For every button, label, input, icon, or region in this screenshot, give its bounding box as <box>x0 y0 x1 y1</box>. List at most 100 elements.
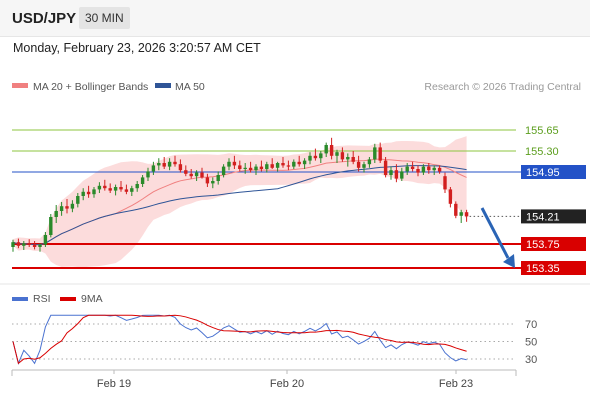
candle <box>135 181 139 192</box>
candle <box>432 165 436 175</box>
candle <box>178 159 183 173</box>
candle <box>464 209 469 222</box>
last-price-label: 154.21 <box>526 211 560 223</box>
candle <box>113 184 118 196</box>
candle <box>124 184 129 195</box>
candle <box>70 200 75 213</box>
candle <box>448 187 453 208</box>
candle <box>32 241 37 250</box>
candle <box>400 167 404 181</box>
candle <box>286 160 291 171</box>
candle <box>194 170 199 181</box>
candle <box>243 163 247 174</box>
rsi-ma-legend-label: 9MA <box>81 293 103 305</box>
candle <box>254 164 258 175</box>
candle <box>157 158 161 171</box>
forecast-arrow <box>480 207 515 268</box>
candle <box>416 165 420 177</box>
candle <box>221 164 226 178</box>
candle <box>275 161 280 172</box>
candle <box>16 238 21 249</box>
candle <box>265 161 269 173</box>
candle <box>227 158 231 171</box>
candle <box>313 148 318 161</box>
x-tick-label: Feb 23 <box>439 378 473 390</box>
candle <box>427 163 431 174</box>
ma20-legend-swatch <box>12 83 28 88</box>
level-badge-154.95 <box>521 165 586 179</box>
candle <box>54 205 58 223</box>
candle <box>362 161 366 173</box>
candle <box>394 164 399 183</box>
candle <box>86 185 91 198</box>
candle <box>248 161 253 173</box>
candle <box>443 172 447 193</box>
candle <box>11 239 15 252</box>
rsi-level-label-50: 50 <box>525 337 537 349</box>
candle <box>421 164 426 175</box>
candle <box>173 155 177 167</box>
ma50-legend-swatch <box>155 83 171 88</box>
bollinger-band <box>13 136 467 268</box>
candle <box>108 183 112 193</box>
candle <box>232 155 237 169</box>
candle <box>130 185 134 196</box>
candle <box>383 157 388 178</box>
chart-datetime: Monday, February 23, 2026 3:20:57 AM CET <box>13 41 261 55</box>
level-badge-153.35 <box>521 261 586 275</box>
candle <box>43 232 48 247</box>
candle <box>308 152 312 165</box>
candle <box>405 163 409 175</box>
candle <box>162 157 166 169</box>
candle <box>292 159 296 169</box>
timeframe-button[interactable]: 30 MIN <box>79 7 130 29</box>
symbol-label: USD/JPY <box>12 10 77 27</box>
candle <box>140 175 145 187</box>
rsi-level-label-30: 30 <box>525 354 537 366</box>
last-price: 154.21 <box>469 209 586 224</box>
candle <box>373 143 377 163</box>
ma20-legend-label: MA 20 + Bollinger Bands <box>33 81 148 93</box>
candle <box>259 160 264 172</box>
credit-label: Research © 2026 Trading Central <box>424 81 581 93</box>
candle <box>211 177 215 189</box>
candle <box>59 202 64 216</box>
level-badge-153.75 <box>521 237 586 251</box>
ma50-legend-label: MA 50 <box>175 81 205 93</box>
x-axis-ticks: Feb 19 Feb 20 Feb 23 <box>97 370 473 390</box>
candle <box>270 158 274 169</box>
rsi-levels: 70 50 30 <box>12 319 537 366</box>
candle <box>76 193 80 208</box>
candle <box>22 241 26 250</box>
candle <box>92 187 96 198</box>
candle <box>437 165 442 174</box>
candle <box>367 157 372 168</box>
candle <box>302 158 307 169</box>
candle <box>103 179 107 191</box>
candle <box>378 142 382 163</box>
candle <box>216 171 220 185</box>
candle <box>459 209 463 223</box>
candle <box>356 155 361 172</box>
candle <box>297 155 301 167</box>
last-price-badge <box>521 209 586 224</box>
candle <box>319 151 323 163</box>
candle <box>281 157 285 168</box>
candle <box>324 142 328 157</box>
candle <box>351 151 355 165</box>
level-label-154.95: 154.95 <box>526 167 560 179</box>
candle <box>329 137 334 160</box>
candle <box>65 199 69 214</box>
candle <box>346 153 350 167</box>
rsi-legend-label: RSI <box>33 293 51 305</box>
candle <box>167 158 172 171</box>
candle <box>389 166 393 180</box>
candle <box>49 214 53 238</box>
x-tick-label: Feb 20 <box>270 378 304 390</box>
candle <box>340 147 345 162</box>
candle <box>200 167 204 179</box>
rsi-level-label-70: 70 <box>525 319 537 331</box>
level-label-155.65: 155.65 <box>525 125 559 137</box>
candle <box>146 167 150 181</box>
